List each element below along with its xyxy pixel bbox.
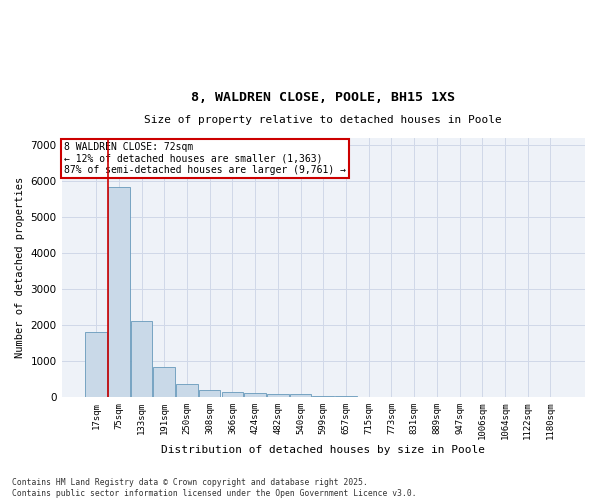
Y-axis label: Number of detached properties: Number of detached properties [15, 177, 25, 358]
Text: 8, WALDREN CLOSE, POOLE, BH15 1XS: 8, WALDREN CLOSE, POOLE, BH15 1XS [191, 92, 455, 104]
Bar [85, 332, 107, 397]
Text: Size of property relative to detached houses in Poole: Size of property relative to detached ho… [145, 115, 502, 125]
Bar [108, 186, 130, 397]
Bar [176, 384, 198, 397]
Bar [244, 394, 266, 397]
Bar [335, 396, 357, 397]
Bar [290, 394, 311, 397]
Bar [131, 322, 152, 397]
Bar [267, 394, 289, 397]
Text: 8 WALDREN CLOSE: 72sqm
← 12% of detached houses are smaller (1,363)
87% of semi-: 8 WALDREN CLOSE: 72sqm ← 12% of detached… [64, 142, 346, 175]
Bar [154, 367, 175, 397]
Bar [221, 392, 243, 397]
Text: Contains HM Land Registry data © Crown copyright and database right 2025.
Contai: Contains HM Land Registry data © Crown c… [12, 478, 416, 498]
X-axis label: Distribution of detached houses by size in Poole: Distribution of detached houses by size … [161, 445, 485, 455]
Bar [199, 390, 220, 397]
Bar [313, 396, 334, 397]
